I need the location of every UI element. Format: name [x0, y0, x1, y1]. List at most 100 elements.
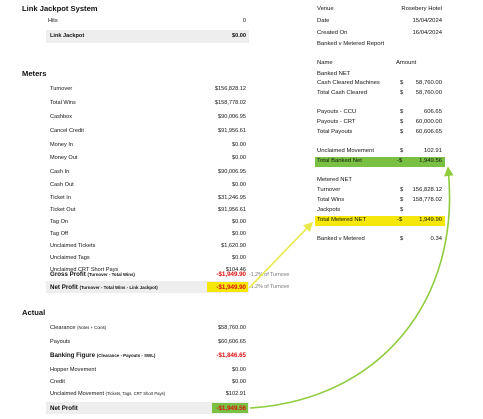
row-label: Unclaimed CRT Short Pays [50, 267, 119, 273]
cash-cleared-machines-label: Cash Cleared Machines [317, 80, 380, 86]
net-profit-pct: -1.2% of Turnove [249, 284, 290, 290]
cash-cleared-machines-value: 58,760.00 [415, 80, 442, 86]
payouts-ccu-value: 606.65 [423, 109, 442, 115]
currency: $ [400, 80, 404, 86]
banked-net-title: Banked NET [317, 71, 351, 77]
section-title-actual: Actual [22, 308, 46, 317]
gross-profit-label: Gross Profit (Turnover - Total Wins) [50, 271, 135, 278]
yellow-highlight [207, 282, 248, 292]
yellow-arrow [248, 221, 314, 289]
green-highlight [212, 403, 248, 413]
banking-figure-label: Banking Figure (Clearance - Payouts - SW… [50, 352, 156, 359]
turnover-value: 156,828.12 [412, 187, 442, 193]
col-amount: Amount [396, 60, 417, 66]
row-value: $0.00 [232, 33, 246, 39]
row-label: Cash Out [50, 182, 74, 188]
row-value: $104.46 [225, 267, 246, 273]
shaded-row [46, 402, 249, 414]
row-value: $156,828.12 [214, 86, 246, 92]
row-label: Ticket In [50, 195, 71, 201]
unclaimed-movement-label: Unclaimed Movement [317, 148, 374, 154]
row-label: Cash In [50, 169, 70, 175]
row-value: $0.00 [232, 255, 246, 261]
turnover-label: Turnover [317, 187, 341, 193]
total-cash-cleared-value: 58,760.00 [415, 90, 442, 96]
date-value: 15/04/2024 [412, 18, 442, 24]
row-label: Unclaimed Tickets [50, 243, 96, 249]
metered-net-title: Metered NET [317, 177, 353, 183]
currency: $ [400, 148, 404, 154]
total-payouts-label: Total Payouts [317, 129, 353, 135]
gross-profit-pct: -1.2% of Turnove [249, 272, 290, 278]
banked-v-metered-value: 0.34 [430, 236, 442, 242]
row-label: Hits [48, 18, 58, 24]
row-value: $91,956.61 [218, 128, 246, 134]
row-label: Tag On [50, 219, 69, 225]
row-label: Cancel Credit [50, 128, 84, 134]
credit-label: Credit [50, 379, 65, 385]
total-metered-net-value: 1,949.90 [419, 217, 442, 223]
payouts-crt-value: 60,000.00 [415, 119, 442, 125]
row-value: 0 [242, 18, 246, 24]
row-label: Cashbox [50, 114, 73, 120]
total-banked-net-value: 1,949.56 [419, 158, 442, 164]
payouts-label: Payouts [50, 339, 71, 345]
date-label: Date [317, 18, 330, 24]
banking-figure-value: -$1,846.65 [216, 352, 246, 359]
row-value: $0.00 [232, 182, 246, 188]
currency: $ [400, 207, 404, 213]
clearance-value: $58,760.00 [218, 325, 246, 331]
section-title-link-jackpot: Link Jackpot System [22, 4, 98, 13]
report-title: Banked v Metered Report [317, 41, 385, 47]
payouts-value: $60,606.65 [218, 339, 246, 345]
currency: $ [400, 119, 404, 125]
total-banked-net-label: Total Banked Net [317, 158, 362, 164]
unclaimed-movement-label: Unclaimed Movement (Tickets, Tags, CRT S… [50, 391, 166, 397]
currency: -$ [397, 217, 403, 223]
venue-value: Rosebery Hotel [401, 6, 442, 12]
currency: $ [400, 129, 404, 135]
hopper-label: Hopper Movement [50, 367, 97, 373]
net-profit-label: Net Profit (Turnover - Total Wins - Link… [50, 284, 158, 291]
green-highlight [315, 157, 445, 167]
row-value: $0.00 [232, 155, 246, 161]
credit-value: $0.00 [232, 379, 246, 385]
row-value: $0.00 [232, 231, 246, 237]
row-label: Turnover [50, 86, 73, 92]
currency: $ [400, 90, 404, 96]
actual-net-profit-label: Net Profit [50, 405, 78, 412]
venue-label: Venue [317, 6, 334, 12]
row-value: $91,956.61 [218, 207, 246, 213]
created-on-label: Created On [317, 30, 348, 36]
shaded-row [46, 30, 249, 43]
banked-v-metered-label: Banked v Metered [317, 236, 365, 242]
gross-profit-value: -$1,949.90 [216, 271, 246, 278]
total-wins-label: Total Wins [317, 197, 345, 203]
row-value: $158,778.02 [214, 100, 246, 106]
hopper-value: $0.00 [232, 367, 246, 373]
row-value: $0.00 [232, 142, 246, 148]
row-value: $31,246.95 [218, 195, 246, 201]
row-label: Money Out [50, 155, 78, 161]
total-payouts-value: 60,606.65 [415, 129, 442, 135]
currency: $ [400, 197, 404, 203]
shaded-row [46, 281, 249, 293]
total-cash-cleared-label: Total Cash Cleared [317, 90, 368, 96]
row-label: Money In [50, 142, 74, 148]
row-label: Ticket Out [50, 207, 76, 213]
clearance-label: Clearance (Notes + Coins) [50, 325, 107, 331]
row-value: $0.00 [232, 219, 246, 225]
section-title-meters: Meters [22, 69, 47, 78]
payouts-ccu-label: Payouts - CCU [317, 109, 357, 115]
row-label: Total Wins [50, 100, 76, 106]
row-label: Tag Off [50, 231, 68, 237]
created-on-value: 16/04/2024 [412, 30, 442, 36]
unclaimed-movement-value: $102.91 [225, 391, 246, 397]
row-value: $90,006.95 [218, 114, 246, 120]
currency: $ [400, 236, 404, 242]
currency: $ [400, 109, 404, 115]
row-label: Link Jackpot [50, 33, 85, 39]
currency: $ [400, 187, 404, 193]
col-name: Name [317, 60, 333, 66]
payouts-crt-label: Payouts - CRT [317, 119, 356, 125]
